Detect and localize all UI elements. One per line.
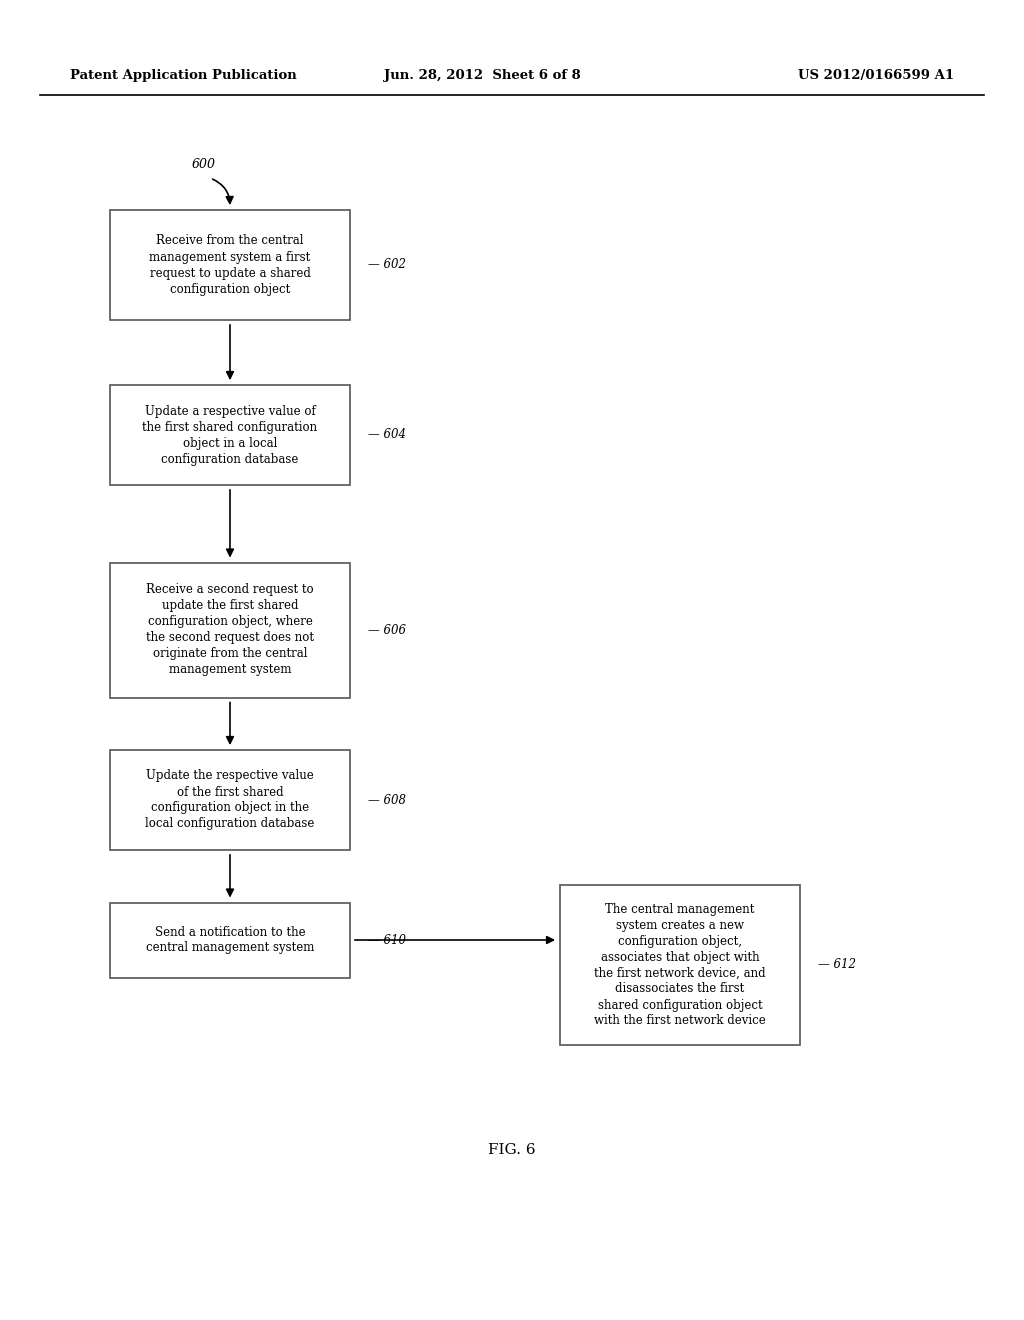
Text: Send a notification to the
central management system: Send a notification to the central manag…	[145, 925, 314, 954]
FancyBboxPatch shape	[110, 903, 350, 978]
Text: — 602: — 602	[368, 259, 406, 272]
Text: Update the respective value
of the first shared
configuration object in the
loca: Update the respective value of the first…	[145, 770, 314, 830]
Text: Receive from the central
management system a first
request to update a shared
co: Receive from the central management syst…	[150, 235, 310, 296]
FancyBboxPatch shape	[110, 562, 350, 697]
Text: 600: 600	[193, 158, 216, 172]
FancyBboxPatch shape	[110, 210, 350, 319]
Text: Receive a second request to
update the first shared
configuration object, where
: Receive a second request to update the f…	[146, 583, 314, 676]
Text: — 610: — 610	[368, 933, 406, 946]
FancyBboxPatch shape	[560, 884, 800, 1045]
Text: Update a respective value of
the first shared configuration
object in a local
co: Update a respective value of the first s…	[142, 404, 317, 466]
Text: FIG. 6: FIG. 6	[488, 1143, 536, 1158]
Text: The central management
system creates a new
configuration object,
associates tha: The central management system creates a …	[594, 903, 766, 1027]
FancyArrowPatch shape	[213, 180, 233, 203]
Text: Jun. 28, 2012  Sheet 6 of 8: Jun. 28, 2012 Sheet 6 of 8	[384, 69, 581, 82]
Text: — 608: — 608	[368, 793, 406, 807]
FancyBboxPatch shape	[110, 750, 350, 850]
Text: — 604: — 604	[368, 429, 406, 441]
Text: — 606: — 606	[368, 623, 406, 636]
Text: — 612: — 612	[818, 958, 856, 972]
FancyBboxPatch shape	[110, 385, 350, 484]
Text: US 2012/0166599 A1: US 2012/0166599 A1	[798, 69, 954, 82]
Text: Patent Application Publication: Patent Application Publication	[70, 69, 297, 82]
